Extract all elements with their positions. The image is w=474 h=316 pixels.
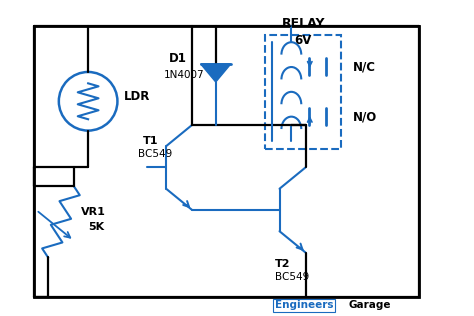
Text: T1: T1 bbox=[143, 137, 158, 146]
Text: BC549: BC549 bbox=[275, 272, 309, 282]
Text: BC549: BC549 bbox=[138, 149, 172, 159]
Bar bbox=[34, 26, 419, 297]
Text: Garage: Garage bbox=[348, 301, 391, 310]
Text: 6V: 6V bbox=[294, 34, 312, 47]
Text: LDR: LDR bbox=[124, 90, 150, 103]
Text: VR1: VR1 bbox=[81, 207, 106, 217]
Text: D1: D1 bbox=[168, 52, 186, 65]
Text: 5K: 5K bbox=[88, 222, 104, 232]
Bar bbox=[265, 35, 341, 149]
Text: T2: T2 bbox=[275, 259, 290, 269]
Text: N/C: N/C bbox=[353, 60, 376, 73]
Text: 1N4007: 1N4007 bbox=[164, 70, 204, 80]
Text: N/O: N/O bbox=[353, 110, 377, 123]
Text: Engineers: Engineers bbox=[275, 301, 333, 310]
Polygon shape bbox=[201, 64, 231, 82]
Text: RELAY: RELAY bbox=[282, 17, 325, 30]
